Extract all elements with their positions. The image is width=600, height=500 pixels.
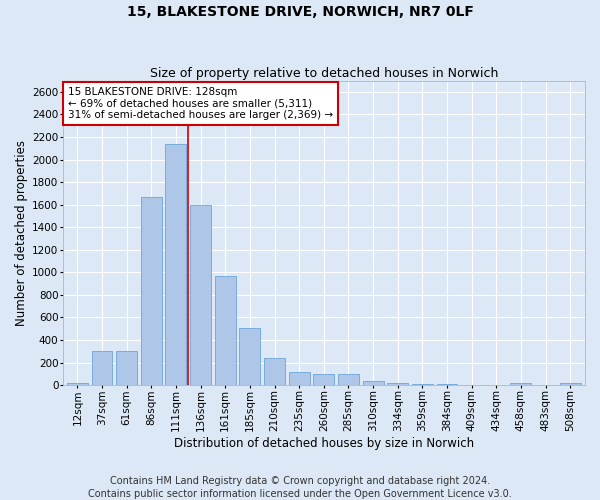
Bar <box>362 380 383 385</box>
Bar <box>437 384 457 385</box>
Bar <box>511 383 532 385</box>
Bar <box>338 374 359 385</box>
Text: 15 BLAKESTONE DRIVE: 128sqm
← 69% of detached houses are smaller (5,311)
31% of : 15 BLAKESTONE DRIVE: 128sqm ← 69% of det… <box>68 87 333 120</box>
Bar <box>215 276 236 385</box>
Bar <box>535 384 556 385</box>
Bar <box>387 384 408 385</box>
Title: Size of property relative to detached houses in Norwich: Size of property relative to detached ho… <box>149 66 498 80</box>
Bar <box>67 383 88 385</box>
Bar <box>166 144 187 385</box>
Bar <box>412 384 433 385</box>
Text: 15, BLAKESTONE DRIVE, NORWICH, NR7 0LF: 15, BLAKESTONE DRIVE, NORWICH, NR7 0LF <box>127 5 473 19</box>
Bar <box>313 374 334 385</box>
X-axis label: Distribution of detached houses by size in Norwich: Distribution of detached houses by size … <box>174 437 474 450</box>
Text: Contains HM Land Registry data © Crown copyright and database right 2024.
Contai: Contains HM Land Registry data © Crown c… <box>88 476 512 499</box>
Bar <box>239 328 260 385</box>
Bar <box>289 372 310 385</box>
Bar <box>560 383 581 385</box>
Bar <box>264 358 285 385</box>
Bar <box>92 352 112 385</box>
Bar <box>461 384 482 385</box>
Bar <box>486 384 507 385</box>
Y-axis label: Number of detached properties: Number of detached properties <box>15 140 28 326</box>
Bar <box>141 197 162 385</box>
Bar <box>116 352 137 385</box>
Bar <box>190 204 211 385</box>
